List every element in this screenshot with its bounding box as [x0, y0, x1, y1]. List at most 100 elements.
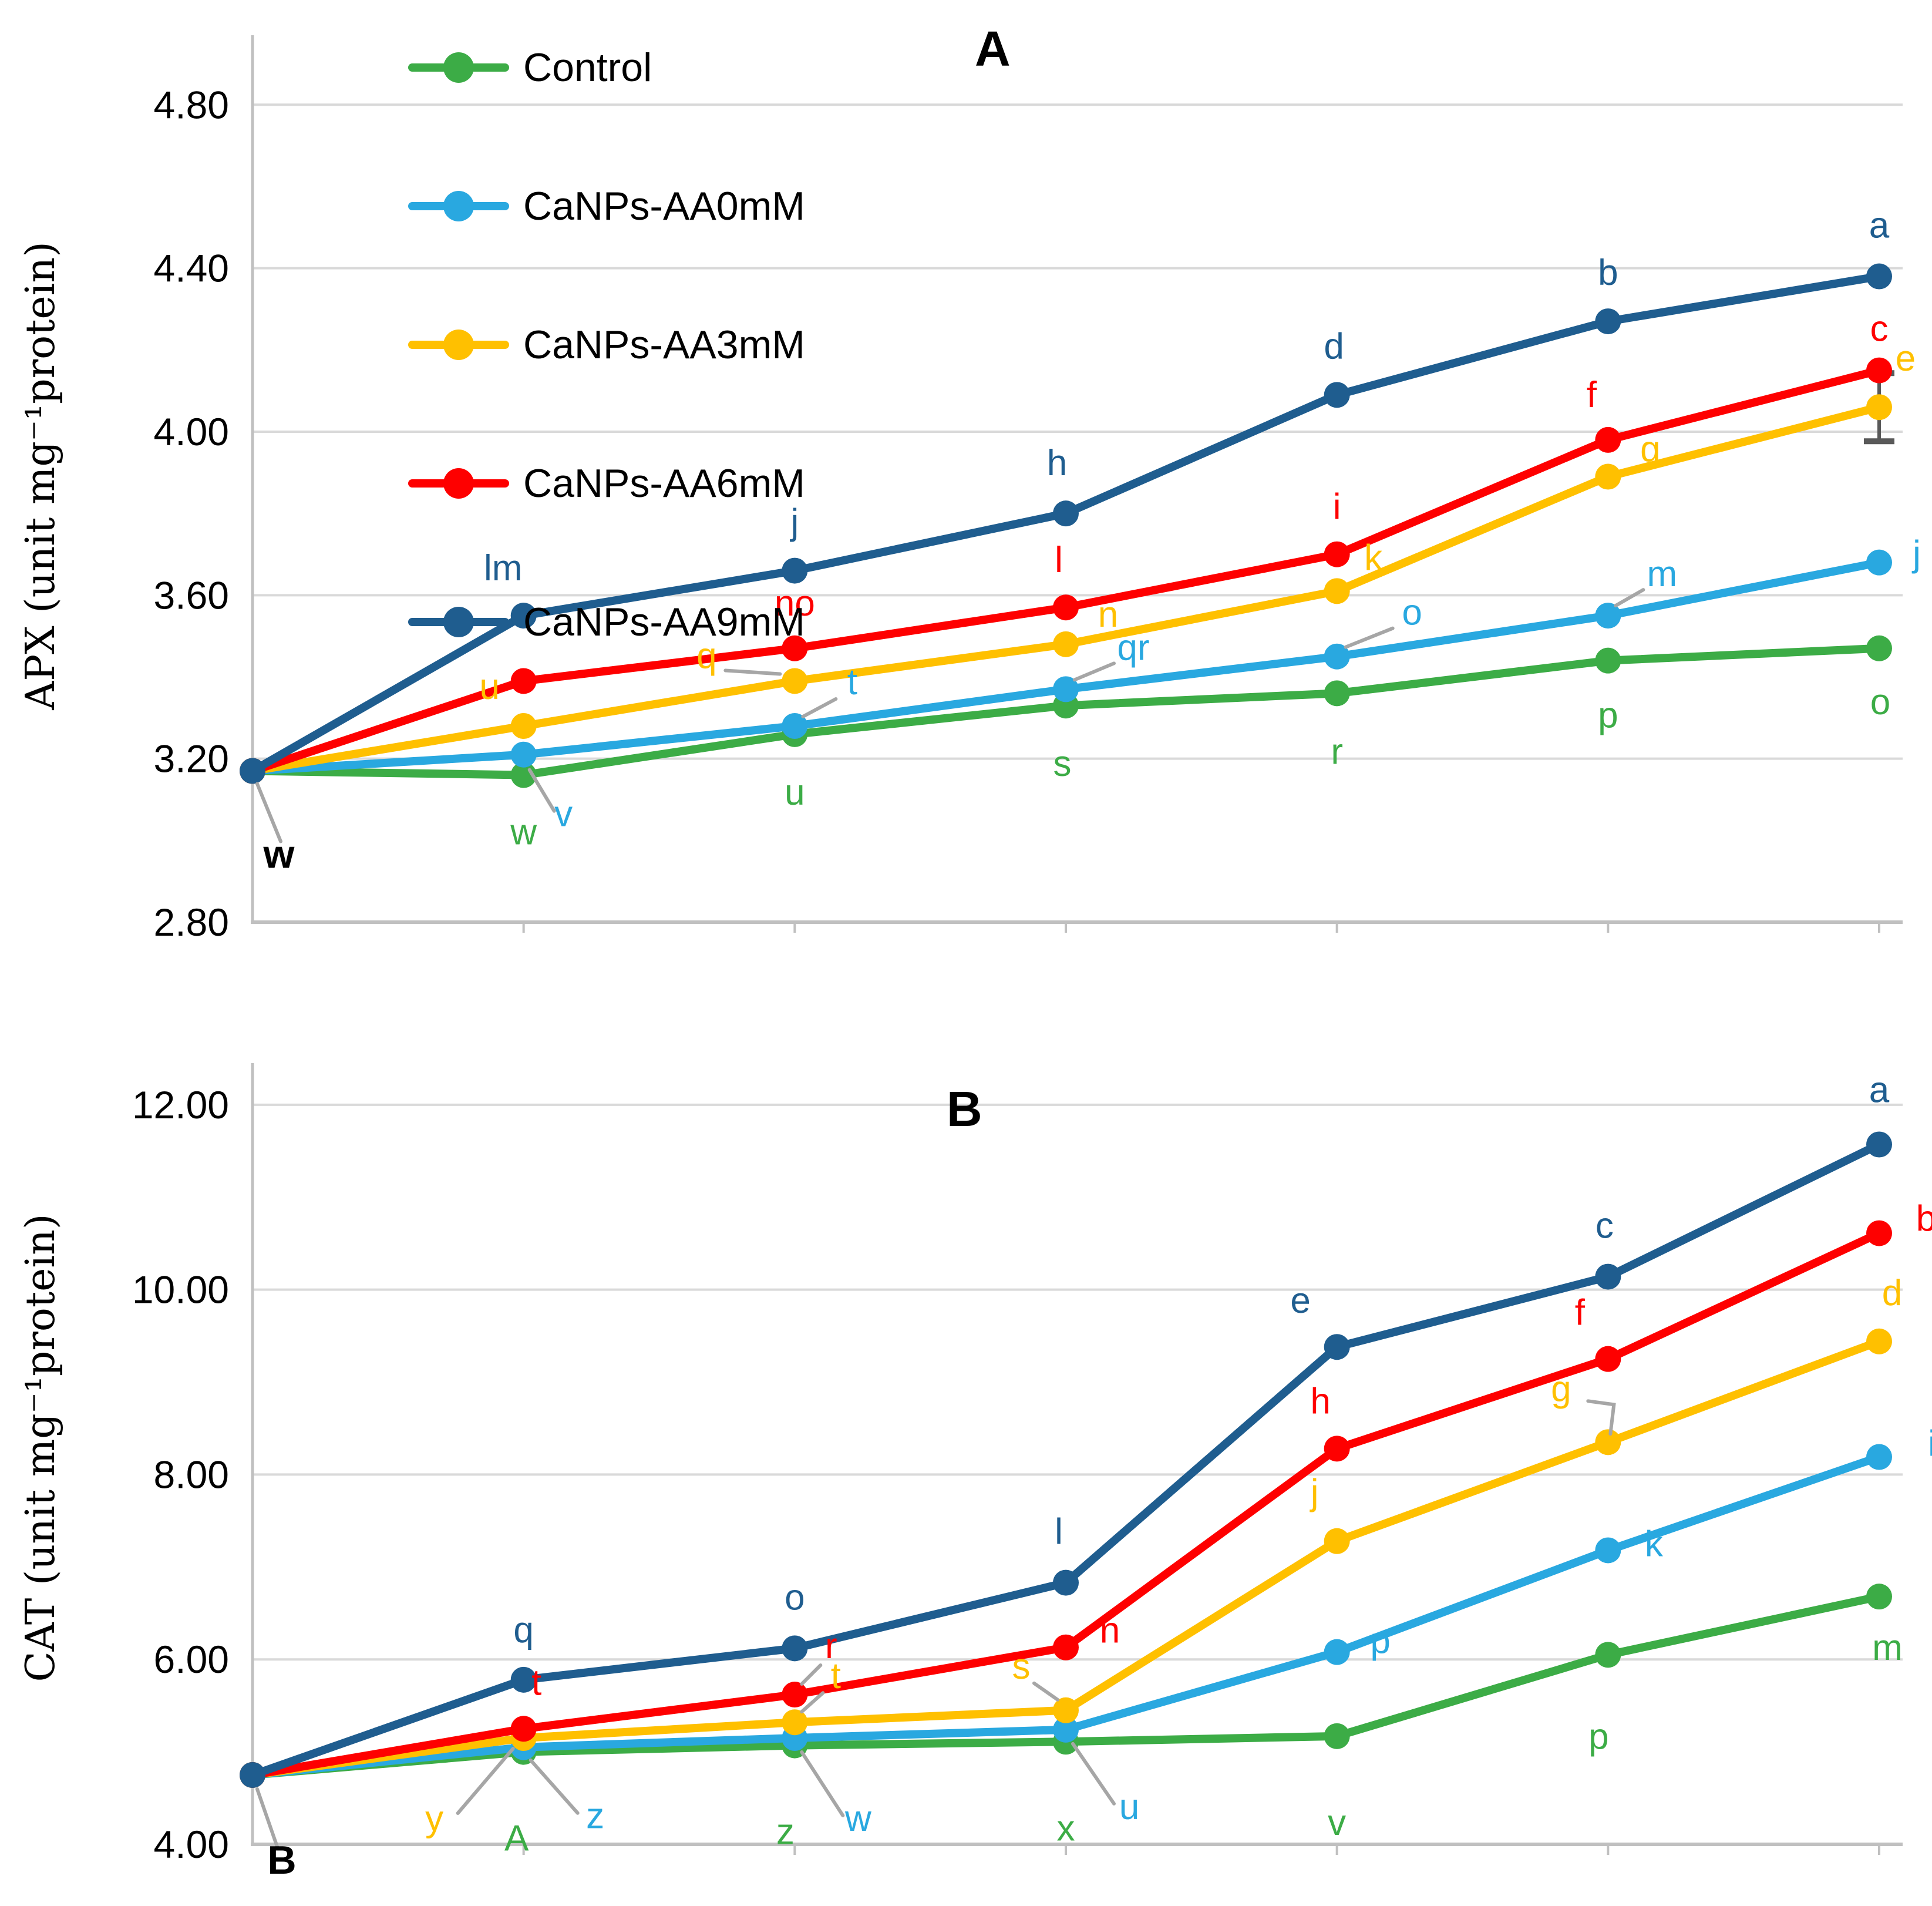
panel-b-point-label-canps-aa3mm: g [1551, 1369, 1571, 1409]
panel-b-point-label-canps-aa3mm: s [1012, 1646, 1031, 1687]
panel-a-data-point-canps-aa9mm [782, 557, 808, 584]
panel-b-data-point-canps-aa0mm [1053, 1716, 1079, 1743]
panel-b-data-point-canps-aa6mm [1324, 1436, 1350, 1462]
panel-a-label-leader-line [1614, 588, 1645, 608]
panel-a-data-point-canps-aa6mm [510, 668, 537, 694]
panel-b-point-label-canps-aa3mm: y [425, 1799, 443, 1839]
legend-line-dot-icon [408, 31, 509, 105]
panel-b-point-label-control: z [776, 1812, 795, 1853]
panel-b-y-tick-label: 10.00 [132, 1268, 229, 1312]
panel-a-data-point-canps-aa9mm [1324, 382, 1350, 408]
legend-line-dot-icon [408, 585, 509, 659]
panel-b-point-label-canps-aa6mm: f [1575, 1293, 1586, 1333]
panel-b-point-label-canps-aa6mm: n [1100, 1611, 1120, 1651]
legend-line-dot-icon [408, 446, 509, 520]
panel-b-label-leader-line [1071, 1742, 1116, 1806]
panel-b-title: B [947, 1081, 982, 1137]
panel-a-point-label-canps-aa3mm: g [1640, 429, 1660, 470]
panel-b-point-label-control: m [1872, 1628, 1903, 1668]
panel-b-data-point-canps-aa9mm [1053, 1569, 1079, 1596]
panel-b-point-label-canps-aa0mm: u [1119, 1787, 1139, 1827]
panel-a-data-point-control [1595, 647, 1621, 674]
panel-a-label-leader-line [801, 697, 838, 718]
panel-b-y-tick-label: 4.00 [154, 1823, 229, 1866]
panel-a-point-label-canps-aa3mm: e [1896, 338, 1916, 379]
panel-b-label-leader-line [1032, 1681, 1059, 1702]
panel-a-data-point-control [1866, 635, 1892, 661]
panel-b-point-label-canps-aa0mm: i [1928, 1424, 1932, 1464]
panel-b-point-label-canps-aa0mm: k [1645, 1524, 1664, 1564]
panel-b-point-label-canps-aa9mm: e [1290, 1280, 1310, 1321]
panel-b-data-point-canps-aa9mm [1866, 1131, 1892, 1158]
panel-b-point-label-canps-aa6mm: b [1916, 1199, 1932, 1239]
panel-a-point-label-canps-aa6mm: f [1587, 375, 1597, 415]
panel-a-y-tick-label: 4.80 [154, 83, 229, 126]
legend-label: CaNPs-AA6mM [523, 461, 805, 506]
panel-b-data-point-canps-aa6mm [1053, 1634, 1079, 1660]
legend-item-canps-aa0mm: CaNPs-AA0mM [408, 169, 805, 243]
legend-line-dot-icon [408, 169, 509, 243]
legend-item-canps-aa9mm: CaNPs-AA9mM [408, 585, 805, 659]
panel-a-point-label-canps-aa6mm: no [775, 583, 815, 624]
panel-b-data-point-canps-aa9mm [1324, 1334, 1350, 1360]
panel-a-data-point-canps-aa9mm [1866, 263, 1892, 290]
panel-a-point-label-control: u [785, 772, 805, 813]
panel-b-point-label-canps-aa3mm: j [1310, 1473, 1319, 1513]
panel-b-label-leader-line [456, 1746, 515, 1815]
panel-a-point-label-control: o [1870, 682, 1890, 722]
legend-item-canps-aa6mm: CaNPs-AA6mM [408, 446, 805, 520]
panel-b-data-point-canps-aa0mm [1866, 1444, 1892, 1470]
panel-a-point-label-canps-aa9mm: b [1598, 253, 1618, 293]
panel-a-point-label-canps-aa3mm: u [479, 667, 499, 707]
panel-b-point-label-canps-aa9mm: l [1055, 1512, 1063, 1552]
panel-a-data-point-canps-aa3mm [1053, 631, 1079, 657]
panel-b-label-leader-line [800, 1663, 823, 1686]
panel-b-point-label-canps-aa9mm: o [785, 1577, 805, 1618]
panel-a-point-label-control: s [1053, 744, 1072, 784]
panel-b-data-point-canps-aa9mm [240, 1762, 265, 1788]
panel-a-data-point-canps-aa6mm [1053, 594, 1079, 621]
panel-a-point-label-canps-aa0mm: j [1911, 534, 1921, 574]
panel-a-label-leader-line [527, 768, 556, 813]
panel-b-data-point-canps-aa6mm [510, 1716, 537, 1742]
legend-label: CaNPs-AA3mM [523, 322, 805, 367]
legend-line-dot-icon [408, 308, 509, 382]
panel-a-label-leader-line [255, 782, 282, 843]
panel-b-label-leader-line [800, 1691, 825, 1714]
panel-a-data-point-canps-aa6mm [1866, 357, 1892, 384]
legend-item-canps-aa3mm: CaNPs-AA3mM [408, 308, 805, 382]
panel-a-point-label-canps-aa0mm: v [554, 794, 573, 835]
panel-a-y-tick-label: 3.20 [154, 737, 229, 781]
chart-legend: Control CaNPs-AA0mM CaNPs-AA3mM CaNPs-AA6mM… [408, 31, 805, 724]
panel-b-data-point-canps-aa0mm [1324, 1639, 1350, 1665]
panel-a-point-label-canps-aa9mm: d [1324, 326, 1344, 367]
panel-a-y-tick-label: 4.00 [154, 410, 229, 453]
panel-a-point-label-canps-aa9mm: w [263, 832, 295, 877]
panel-a-data-point-control [1324, 680, 1350, 707]
panel-b-data-point-canps-aa9mm [782, 1635, 808, 1662]
panel-b-point-label-canps-aa0mm: p [1370, 1621, 1390, 1662]
panel-b-label-leader-line [529, 1758, 580, 1815]
panel-b-data-point-canps-aa9mm [510, 1666, 537, 1693]
panel-a-data-point-canps-aa3mm [1324, 578, 1350, 604]
panel-b-point-label-canps-aa0mm: w [844, 1799, 871, 1839]
panel-b-data-point-canps-aa9mm [1595, 1263, 1621, 1290]
panel-b-point-label-control: p [1588, 1716, 1608, 1757]
panel-b-point-label-control: x [1057, 1808, 1075, 1848]
panel-b-point-label-control: v [1328, 1803, 1346, 1843]
legend-label: CaNPs-AA0mM [523, 184, 805, 228]
panel-a-data-point-canps-aa0mm [1324, 643, 1350, 670]
panel-b-point-label-canps-aa3mm: d [1882, 1273, 1902, 1313]
legend-item-control: Control [408, 31, 805, 105]
panel-a-data-point-canps-aa6mm [1595, 426, 1621, 453]
panel-a-point-label-canps-aa0mm: o [1402, 593, 1422, 633]
panel-a-point-label-canps-aa0mm: t [847, 662, 857, 702]
panel-a-point-label-canps-aa3mm: k [1364, 537, 1383, 578]
panel-b-point-label-canps-aa9mm: c [1596, 1206, 1614, 1246]
panel-b-y-tick-label: 6.00 [154, 1638, 229, 1681]
panel-b-point-label-canps-aa9mm: q [513, 1610, 533, 1650]
panel-b-data-point-canps-aa6mm [782, 1682, 808, 1708]
panel-a-title: A [975, 21, 1011, 76]
